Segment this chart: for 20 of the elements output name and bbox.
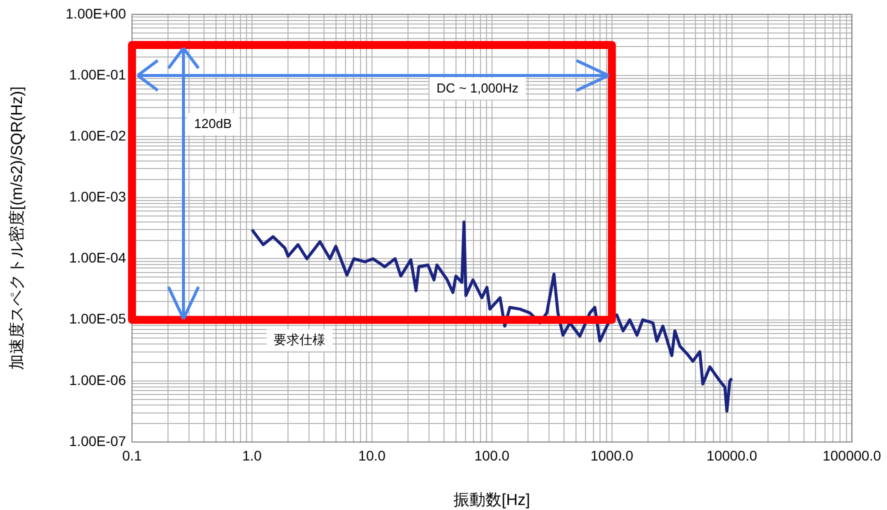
x-tick-label: 10000.0: [706, 447, 758, 464]
x-tick-label: 1.0: [242, 447, 262, 464]
x-tick-label: 100.0: [474, 447, 510, 464]
annotation: 要求仕様: [274, 332, 326, 347]
x-tick-label: 0.1: [122, 447, 142, 464]
y-tick-label: 1.00E+00: [66, 5, 126, 22]
y-tick-label: 1.00E-06: [69, 372, 126, 388]
x-tick-label: 100000.0: [822, 447, 882, 464]
x-tick-label: 1000.0: [590, 447, 634, 464]
y-tick-label: 1.00E-05: [69, 310, 126, 327]
y-tick-label: 1.00E-03: [69, 188, 126, 205]
y-axis-title: 加速度スペクトル密度[(m/s2)/SQR(Hz)]: [8, 86, 26, 370]
y-tick-label: 1.00E-07: [69, 432, 126, 449]
y-tick-label: 1.00E-01: [69, 66, 126, 82]
annotation: 120dB: [194, 116, 232, 131]
y-tick-label: 1.00E-04: [69, 250, 126, 266]
y-tick-label: 1.00E-02: [69, 127, 126, 144]
x-axis-title: 振動数[Hz]: [454, 492, 530, 509]
x-tick-label: 10.0: [358, 447, 386, 464]
annotation: DC ~ 1,000Hz: [436, 80, 519, 96]
